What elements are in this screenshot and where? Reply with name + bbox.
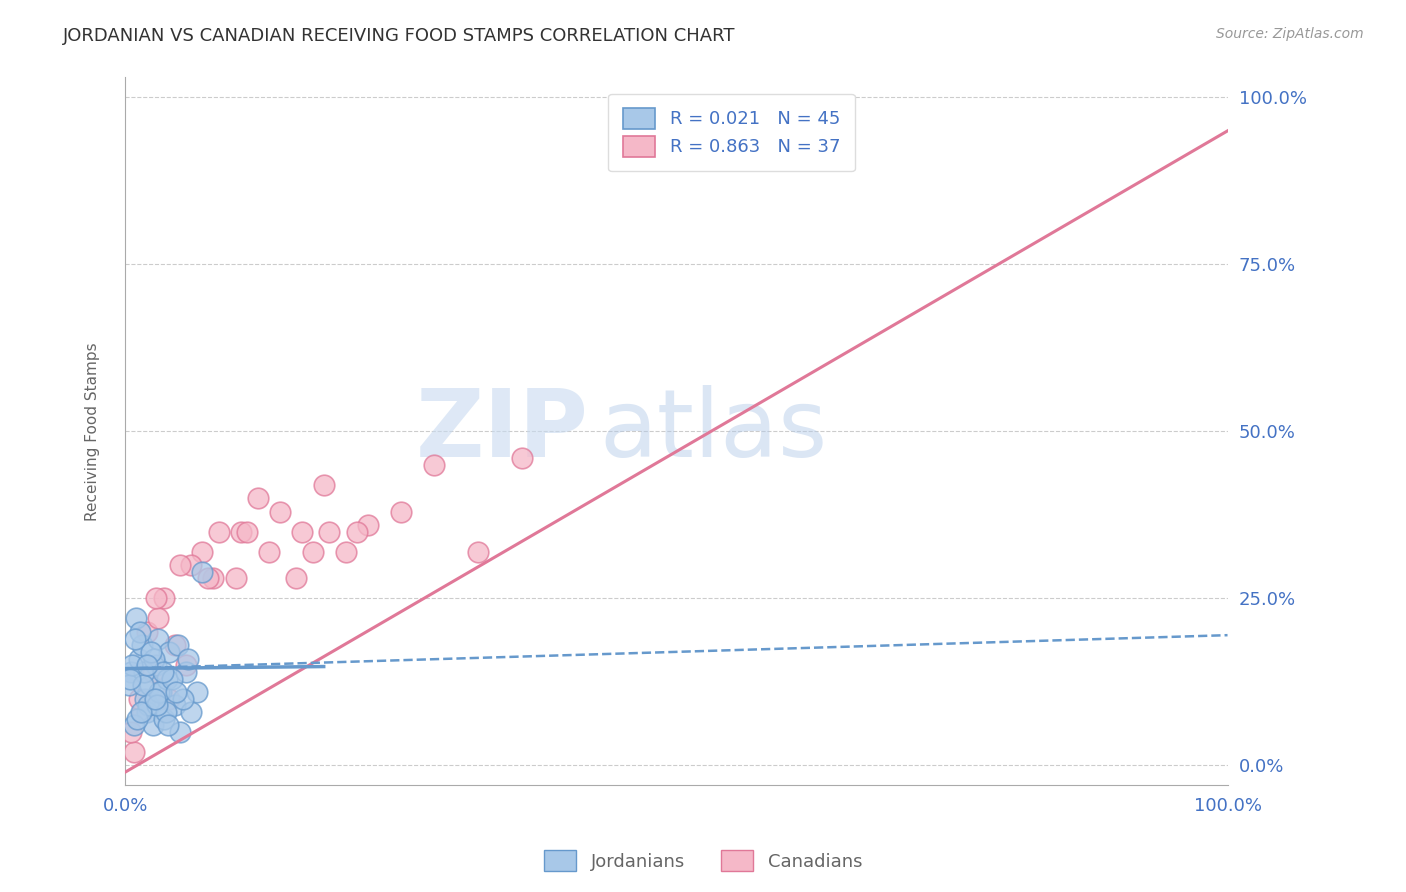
Point <box>174 658 197 673</box>
Point <box>122 718 145 732</box>
Point <box>180 558 202 572</box>
Point <box>423 458 446 472</box>
Point <box>124 632 146 646</box>
Point <box>191 565 214 579</box>
Point <box>117 678 139 692</box>
Point <box>129 705 152 719</box>
Point <box>156 672 179 686</box>
Point <box>118 672 141 686</box>
Point <box>145 591 167 606</box>
Point <box>467 544 489 558</box>
Point <box>191 544 214 558</box>
Text: Source: ZipAtlas.com: Source: ZipAtlas.com <box>1216 27 1364 41</box>
Point <box>149 685 172 699</box>
Point <box>152 665 174 679</box>
Point <box>318 524 340 539</box>
Point <box>127 712 149 726</box>
Point <box>357 518 380 533</box>
Point <box>131 638 153 652</box>
Point <box>153 591 176 606</box>
Point <box>132 665 155 679</box>
Point <box>157 718 180 732</box>
Point <box>143 691 166 706</box>
Point <box>160 672 183 686</box>
Point <box>157 645 180 659</box>
Point <box>142 665 165 679</box>
Point <box>120 725 142 739</box>
Point <box>225 571 247 585</box>
Point <box>301 544 323 558</box>
Point <box>136 624 159 639</box>
Point <box>172 691 194 706</box>
Point <box>143 651 166 665</box>
Point <box>148 611 170 625</box>
Point <box>269 505 291 519</box>
Point <box>186 685 208 699</box>
Point <box>510 451 533 466</box>
Point <box>163 638 186 652</box>
Point <box>285 571 308 585</box>
Point <box>291 524 314 539</box>
Point <box>208 524 231 539</box>
Point <box>167 638 190 652</box>
Point <box>169 558 191 572</box>
Point <box>155 705 177 719</box>
Point <box>128 651 150 665</box>
Point <box>229 524 252 539</box>
Point <box>169 725 191 739</box>
Point <box>174 665 197 679</box>
Point <box>177 651 200 665</box>
Point <box>136 658 159 673</box>
Point <box>165 685 187 699</box>
Point <box>246 491 269 506</box>
Point <box>139 645 162 659</box>
Point <box>142 718 165 732</box>
Point <box>132 678 155 692</box>
Point <box>121 658 143 673</box>
Point <box>235 524 257 539</box>
Point <box>138 698 160 713</box>
Point <box>312 478 335 492</box>
Point <box>163 698 186 713</box>
Point <box>136 705 159 719</box>
Text: ZIP: ZIP <box>415 385 588 477</box>
Point <box>257 544 280 558</box>
Point <box>335 544 357 558</box>
Text: atlas: atlas <box>599 385 828 477</box>
Point <box>157 691 180 706</box>
Text: JORDANIAN VS CANADIAN RECEIVING FOOD STAMPS CORRELATION CHART: JORDANIAN VS CANADIAN RECEIVING FOOD STA… <box>63 27 735 45</box>
Point <box>346 524 368 539</box>
Point <box>389 505 412 519</box>
Point <box>134 691 156 706</box>
Point <box>145 658 167 673</box>
Point <box>138 678 160 692</box>
Point <box>202 571 225 585</box>
Point <box>153 712 176 726</box>
Point <box>146 698 169 713</box>
Point <box>148 685 170 699</box>
Point <box>120 665 142 679</box>
Point <box>180 705 202 719</box>
Point <box>775 124 797 138</box>
Point <box>148 632 170 646</box>
Legend: R = 0.021   N = 45, R = 0.863   N = 37: R = 0.021 N = 45, R = 0.863 N = 37 <box>609 94 855 171</box>
Y-axis label: Receiving Food Stamps: Receiving Food Stamps <box>86 343 100 521</box>
Point <box>131 705 153 719</box>
Legend: Jordanians, Canadians: Jordanians, Canadians <box>537 843 869 879</box>
Point <box>128 624 150 639</box>
Point <box>125 611 148 625</box>
Point <box>128 691 150 706</box>
Point <box>197 571 219 585</box>
Point <box>122 745 145 759</box>
